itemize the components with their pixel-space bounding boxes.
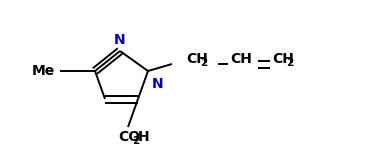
Text: CH: CH — [186, 52, 208, 66]
Text: 2: 2 — [286, 58, 293, 68]
Text: CH: CH — [230, 52, 252, 66]
Text: CH: CH — [272, 52, 294, 66]
Text: 2: 2 — [200, 58, 207, 68]
Text: 2: 2 — [132, 136, 139, 146]
Text: N: N — [152, 77, 164, 91]
Text: CO: CO — [118, 130, 140, 144]
Text: N: N — [114, 33, 126, 47]
Text: H: H — [138, 130, 150, 144]
Text: Me: Me — [32, 64, 55, 78]
